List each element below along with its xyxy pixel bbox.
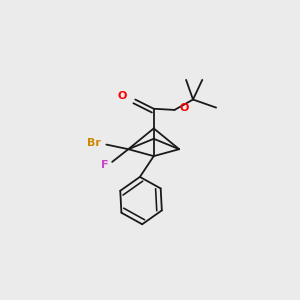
Text: F: F xyxy=(100,160,108,170)
Text: Br: Br xyxy=(87,138,100,148)
Text: O: O xyxy=(118,91,127,101)
Text: O: O xyxy=(179,103,188,112)
